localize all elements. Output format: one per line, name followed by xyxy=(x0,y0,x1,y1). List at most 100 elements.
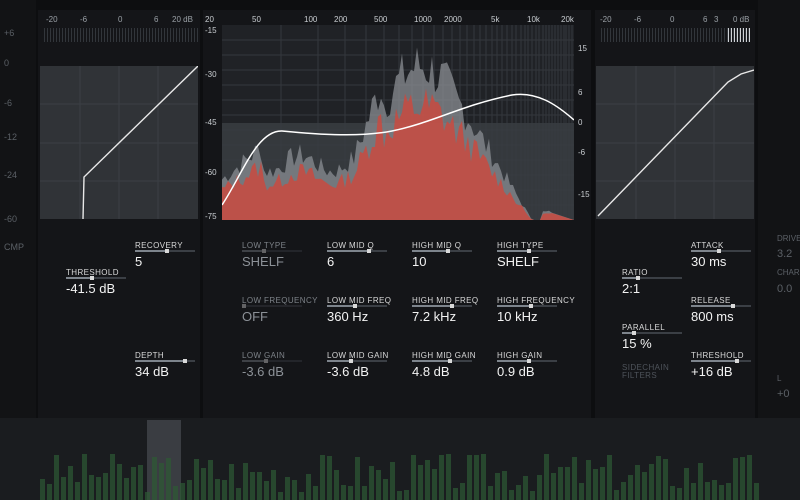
eq-freq-label: 200 xyxy=(334,15,348,24)
depth-value[interactable]: 34 dB xyxy=(135,364,169,379)
meter-scale-label: -6 xyxy=(80,15,88,24)
eq-param-slider[interactable] xyxy=(412,249,472,253)
eq-db-label-right: -15 xyxy=(578,190,590,199)
daw-meter-bar xyxy=(376,470,381,500)
meter-scale-label: 6 xyxy=(154,15,159,24)
attack-value[interactable]: 30 ms xyxy=(691,254,727,269)
recovery-label: RECOVERY xyxy=(135,241,183,250)
daw-meter-bar xyxy=(75,482,80,500)
release-slider[interactable] xyxy=(691,304,751,308)
eq-param-slider[interactable] xyxy=(242,359,302,363)
daw-meter-bar xyxy=(383,479,388,500)
daw-meter-bar xyxy=(306,474,311,500)
daw-meter-bar xyxy=(502,471,507,500)
daw-meter-bar xyxy=(474,455,479,500)
meter-scale-label: 3 xyxy=(714,15,719,24)
eq-param-slider[interactable] xyxy=(242,249,302,253)
eq-param-label: LOW TYPE xyxy=(242,241,287,250)
eq-param-slider[interactable] xyxy=(327,359,387,363)
daw-meter-bar xyxy=(264,481,269,500)
attack-slider[interactable] xyxy=(691,249,751,253)
daw-meter-bar xyxy=(159,463,164,500)
threshold-slider[interactable] xyxy=(66,276,126,280)
eq-param-value[interactable]: SHELF xyxy=(242,254,284,269)
eq-param-value[interactable]: -3.6 dB xyxy=(327,364,369,379)
eq-param-slider[interactable] xyxy=(412,359,472,363)
depth-slider[interactable] xyxy=(135,359,195,363)
daw-meter-bar xyxy=(740,457,745,500)
eq-param-label: HIGH MID GAIN xyxy=(412,351,476,360)
parallel-value[interactable]: 15 % xyxy=(622,336,652,351)
ratio-slider[interactable] xyxy=(622,276,682,280)
threshold-value[interactable]: -41.5 dB xyxy=(66,281,116,296)
daw-meter-bar xyxy=(138,465,143,500)
comp-threshold-label: THRESHOLD xyxy=(691,351,744,360)
daw-meter-bar xyxy=(285,477,290,500)
comp-threshold-slider[interactable] xyxy=(691,359,751,363)
eq-param-slider[interactable] xyxy=(327,249,387,253)
daw-meter-bar xyxy=(586,460,591,500)
eq-param-label: HIGH TYPE xyxy=(497,241,544,250)
eq-db-label-left: -60 xyxy=(205,168,217,177)
daw-meter-bar xyxy=(187,480,192,500)
recovery-slider[interactable] xyxy=(135,249,195,253)
daw-meter-bar xyxy=(495,473,500,500)
daw-meter-bar xyxy=(551,473,556,500)
side-label: 3.2 xyxy=(777,248,793,260)
eq-param-label: LOW FREQUENCY xyxy=(242,296,318,305)
daw-meter-bar xyxy=(362,486,367,500)
daw-meter-bar xyxy=(467,455,472,500)
daw-meter-bar xyxy=(145,492,150,500)
eq-freq-label: 1000 xyxy=(414,15,432,24)
ratio-value[interactable]: 2:1 xyxy=(622,281,641,296)
meter-scale-label: 0 xyxy=(118,15,123,24)
eq-param-slider[interactable] xyxy=(327,304,387,308)
eq-param-value[interactable]: OFF xyxy=(242,309,268,324)
release-value[interactable]: 800 ms xyxy=(691,309,734,324)
expander-transfer-graph xyxy=(40,66,198,219)
eq-response-curve xyxy=(222,93,574,206)
eq-param-value[interactable]: -3.6 dB xyxy=(242,364,284,379)
eq-freq-label: 500 xyxy=(374,15,388,24)
eq-db-label-left: -30 xyxy=(205,70,217,79)
daw-meter-bar xyxy=(733,458,738,500)
meter-scale-label: 6 xyxy=(703,15,708,24)
daw-meter-bar xyxy=(453,488,458,500)
daw-meter-bar xyxy=(194,459,199,500)
daw-meter-bar xyxy=(439,455,444,500)
eq-param-value[interactable]: 7.2 kHz xyxy=(412,309,457,324)
daw-meter-bar xyxy=(425,460,430,500)
eq-spectrum-graph[interactable] xyxy=(222,25,574,220)
meter-scale-label: 20 dB xyxy=(172,15,193,24)
eq-param-label: LOW MID GAIN xyxy=(327,351,389,360)
eq-param-label: LOW GAIN xyxy=(242,351,286,360)
daw-meter-bar xyxy=(663,459,668,500)
eq-param-value[interactable]: 10 xyxy=(412,254,427,269)
parallel-slider[interactable] xyxy=(622,331,682,335)
daw-meter-bar xyxy=(61,477,66,500)
daw-meter-bar xyxy=(754,483,759,500)
attack-label: ATTACK xyxy=(691,241,724,250)
comp-threshold-value[interactable]: +16 dB xyxy=(691,364,733,379)
recovery-value[interactable]: 5 xyxy=(135,254,143,269)
eq-param-value[interactable]: 10 kHz xyxy=(497,309,538,324)
daw-meter-bar xyxy=(313,486,318,500)
release-label: RELEASE xyxy=(691,296,731,305)
eq-param-slider[interactable] xyxy=(412,304,472,308)
eq-param-slider[interactable] xyxy=(497,304,557,308)
eq-param-value[interactable]: 6 xyxy=(327,254,335,269)
daw-meter-bar xyxy=(250,472,255,500)
eq-param-value[interactable]: 360 Hz xyxy=(327,309,369,324)
daw-meter-bar xyxy=(89,475,94,500)
daw-meter-bar xyxy=(579,483,584,500)
daw-meter-bar xyxy=(614,490,619,500)
eq-param-slider[interactable] xyxy=(497,249,557,253)
eq-param-slider[interactable] xyxy=(497,359,557,363)
daw-meter-bar xyxy=(334,470,339,500)
sidechain-filters-label[interactable]: SIDECHAIN FILTERS xyxy=(622,363,670,380)
eq-param-value[interactable]: SHELF xyxy=(497,254,539,269)
eq-param-slider[interactable] xyxy=(242,304,302,308)
eq-param-value[interactable]: 4.8 dB xyxy=(412,364,450,379)
eq-param-value[interactable]: 0.9 dB xyxy=(497,364,535,379)
daw-meter-bar xyxy=(530,491,535,500)
